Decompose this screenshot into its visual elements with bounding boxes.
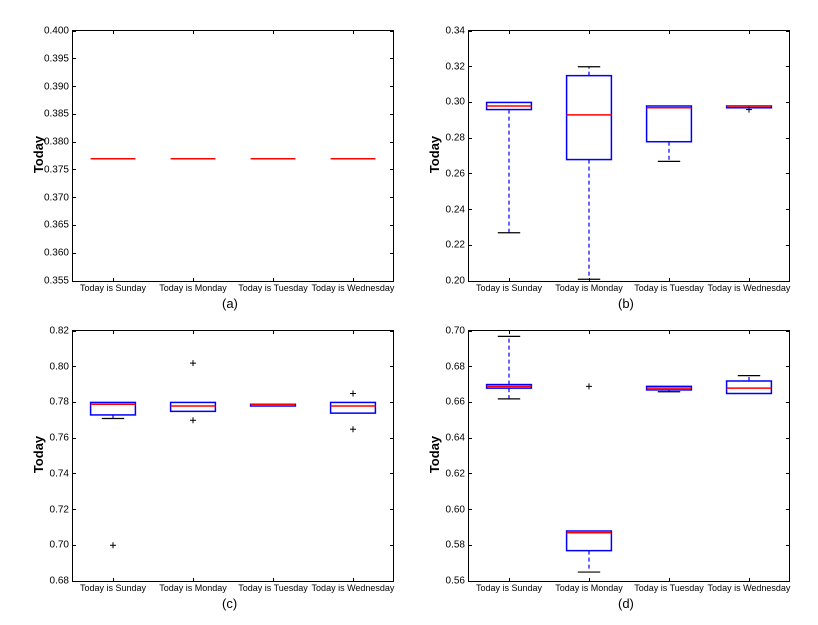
- ytick-label: 0.375: [44, 164, 73, 175]
- boxplot-svg-c: [73, 331, 393, 581]
- ytick-label: 0.395: [44, 53, 73, 64]
- xtick-label: Today is Sunday: [80, 581, 146, 593]
- ytick-label: 0.380: [44, 137, 73, 148]
- ytick-label: 0.400: [44, 26, 73, 37]
- figure-root: 0.355 0.360 0.365 0.370 0.375 0.380 0.385 0.390…: [0, 0, 818, 625]
- xtick-label: Today is Monday: [159, 281, 227, 293]
- ylabel-c: Today: [31, 436, 46, 473]
- ytick-label: 0.74: [50, 468, 73, 479]
- ylabel-d: Today: [427, 436, 442, 473]
- ytick-label: 0.58: [446, 540, 469, 551]
- xtick-label: Today is Monday: [159, 581, 227, 593]
- ytick-label: 0.365: [44, 220, 73, 231]
- sublabel-b: (b): [618, 296, 634, 311]
- xtick-label: Today is Wednesday: [708, 581, 791, 593]
- ytick-label: 0.30: [446, 97, 469, 108]
- ytick-label: 0.370: [44, 192, 73, 203]
- ytick-label: 0.78: [50, 397, 73, 408]
- sublabel-d: (d): [618, 596, 634, 611]
- xtick-label: Today is Tuesday: [238, 581, 308, 593]
- ytick-label: 0.68: [50, 576, 73, 587]
- plot-area-a: 0.3550.3600.3650.3700.3750.3800.3850.390…: [72, 30, 394, 282]
- ytick-label: 0.360: [44, 248, 73, 259]
- ytick-label: 0.390: [44, 81, 73, 92]
- xtick-label: Today is Sunday: [80, 281, 146, 293]
- xtick-label: Today is Monday: [555, 581, 623, 593]
- ytick-label: 0.70: [446, 326, 469, 337]
- ytick-label: 0.20: [446, 276, 469, 287]
- ytick-label: 0.355: [44, 276, 73, 287]
- box: [331, 402, 376, 413]
- ytick-label: 0.66: [446, 397, 469, 408]
- panel-c: 0.680.700.720.740.760.780.800.82Today is…: [72, 330, 392, 580]
- box: [171, 402, 216, 411]
- xtick-label: Today is Sunday: [476, 581, 542, 593]
- panel-b: 0.200.220.240.260.280.300.320.34Today is…: [468, 30, 788, 280]
- ytick-label: 0.80: [50, 361, 73, 372]
- panel-d: 0.560.580.600.620.640.660.680.70Today is…: [468, 330, 788, 580]
- xtick-label: Today is Wednesday: [708, 281, 791, 293]
- ytick-label: 0.24: [446, 204, 469, 215]
- xtick-label: Today is Tuesday: [634, 581, 704, 593]
- box: [567, 76, 612, 160]
- ytick-label: 0.56: [446, 576, 469, 587]
- sublabel-a: (a): [222, 296, 238, 311]
- ytick-label: 0.76: [50, 433, 73, 444]
- ytick-label: 0.28: [446, 133, 469, 144]
- xtick-label: Today is Sunday: [476, 281, 542, 293]
- plot-area-c: 0.680.700.720.740.760.780.800.82Today is…: [72, 330, 394, 582]
- ytick-label: 0.82: [50, 326, 73, 337]
- ytick-label: 0.385: [44, 109, 73, 120]
- ytick-label: 0.34: [446, 26, 469, 37]
- ytick-label: 0.68: [446, 361, 469, 372]
- xtick-label: Today is Wednesday: [312, 581, 395, 593]
- ytick-label: 0.22: [446, 240, 469, 251]
- xtick-label: Today is Tuesday: [634, 281, 704, 293]
- ytick-label: 0.60: [446, 504, 469, 515]
- ytick-label: 0.26: [446, 168, 469, 179]
- sublabel-c: (c): [222, 596, 237, 611]
- box: [727, 381, 772, 394]
- xtick-label: Today is Tuesday: [238, 281, 308, 293]
- panel-a: 0.3550.3600.3650.3700.3750.3800.3850.390…: [72, 30, 392, 280]
- boxplot-svg-d: [469, 331, 789, 581]
- boxplot-svg-b: [469, 31, 789, 281]
- box: [647, 106, 692, 142]
- ylabel-a: Today: [31, 136, 46, 173]
- plot-area-d: 0.560.580.600.620.640.660.680.70Today is…: [468, 330, 790, 582]
- ytick-label: 0.32: [446, 61, 469, 72]
- xtick-label: Today is Monday: [555, 281, 623, 293]
- ytick-label: 0.72: [50, 504, 73, 515]
- boxplot-svg-a: [73, 31, 393, 281]
- ytick-label: 0.64: [446, 433, 469, 444]
- xtick-label: Today is Wednesday: [312, 281, 395, 293]
- plot-area-b: 0.200.220.240.260.280.300.320.34Today is…: [468, 30, 790, 282]
- ylabel-b: Today: [427, 136, 442, 173]
- box: [567, 531, 612, 551]
- ytick-label: 0.70: [50, 540, 73, 551]
- ytick-label: 0.62: [446, 468, 469, 479]
